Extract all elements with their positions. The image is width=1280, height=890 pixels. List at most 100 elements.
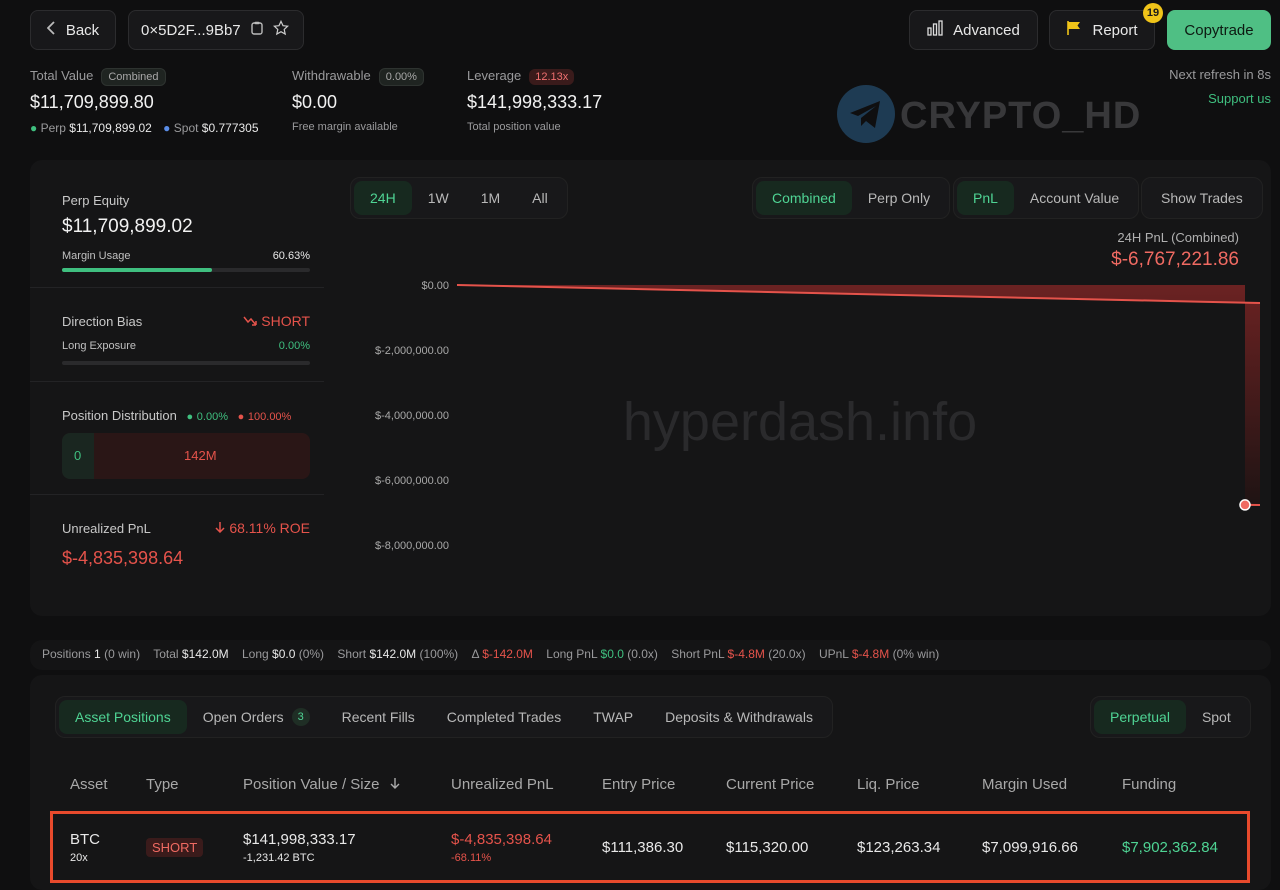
row-position-value: $141,998,333.17	[243, 831, 356, 848]
star-icon[interactable]	[272, 19, 289, 40]
tab-deposits-withdrawals[interactable]: Deposits & Withdrawals	[665, 709, 813, 725]
y-tick-label: $-4,000,000.00	[375, 410, 449, 422]
margin-usage-fill	[62, 268, 213, 272]
y-tick-label: $-8,000,000.00	[375, 540, 449, 552]
col-unrealized-pnl[interactable]: Unrealized PnL	[451, 776, 554, 793]
row-unrealized-pct: -68.11%	[451, 852, 492, 864]
leverage-sub: Total position value	[467, 121, 561, 133]
perp-spot-breakdown: ● Perp $11,709,899.02 ● Spot $0.777305	[30, 121, 259, 135]
tab-completed-trades[interactable]: Completed Trades	[446, 709, 562, 725]
arrow-down-icon	[215, 520, 225, 536]
copy-icon[interactable]	[250, 21, 263, 39]
report-button[interactable]: Report	[1049, 10, 1155, 50]
crypto-hd-watermark: CRYPTO_HD	[836, 84, 1141, 149]
y-tick-label: $-6,000,000.00	[375, 475, 449, 487]
back-button[interactable]: Back	[30, 10, 116, 50]
direction-bias-label: Direction Bias	[62, 314, 143, 329]
tab-combined[interactable]: Combined	[756, 181, 852, 215]
row-funding: $7,902,362.84	[1122, 839, 1218, 856]
flag-icon	[1066, 20, 1082, 40]
leverage-label: Leverage 12.13x	[467, 68, 575, 85]
withdrawable-label: Withdrawable 0.00%	[292, 68, 424, 86]
col-asset[interactable]: Asset	[70, 776, 108, 793]
metric-tabs: PnL Account Value	[953, 177, 1140, 219]
refresh-text: Next refresh in 8s	[1169, 67, 1271, 82]
tab-recent-fills[interactable]: Recent Fills	[341, 709, 415, 725]
copytrade-button[interactable]: Copytrade	[1167, 10, 1271, 50]
long-exposure-value: 0.00%	[278, 340, 310, 352]
range-tabs: 24H 1W 1M All	[350, 177, 568, 219]
table-tabs: Asset Positions Open Orders 3 Recent Fil…	[55, 696, 833, 738]
col-liq-price[interactable]: Liq. Price	[857, 776, 920, 793]
dist-long-value: 0	[74, 448, 82, 463]
advanced-label: Advanced	[953, 21, 1020, 39]
unrealized-pnl-value: $-4,835,398.64	[62, 548, 184, 568]
total-value: $11,709,899.80	[30, 92, 154, 112]
col-entry-price[interactable]: Entry Price	[602, 776, 676, 793]
overview-panel	[30, 160, 1271, 616]
report-count-badge: 19	[1143, 3, 1163, 23]
tab-perpetual[interactable]: Perpetual	[1094, 700, 1186, 734]
row-margin-used: $7,099,916.66	[982, 839, 1078, 856]
row-size: -1,231.42 BTC	[243, 852, 315, 864]
total-value-label: Total Value Combined	[30, 68, 166, 86]
withdrawable-value: $0.00	[292, 92, 338, 112]
chevron-left-icon	[46, 21, 56, 39]
row-entry-price: $111,386.30	[602, 839, 684, 856]
tab-24h[interactable]: 24H	[354, 181, 412, 215]
tab-spot[interactable]: Spot	[1201, 709, 1231, 725]
tab-perp-only[interactable]: Perp Only	[867, 190, 931, 206]
row-liq-price: $123,263.34	[857, 839, 941, 856]
trend-down-icon	[243, 313, 258, 329]
tab-open-orders[interactable]: Open Orders 3	[187, 700, 326, 734]
row-unrealized-pnl: $-4,835,398.64	[451, 831, 552, 848]
hyperdash-watermark: hyperdash.info	[623, 392, 977, 452]
divider	[30, 381, 324, 382]
tab-1w[interactable]: 1W	[427, 190, 449, 206]
perp-equity-label: Perp Equity	[62, 193, 130, 208]
row-asset[interactable]: BTC	[70, 831, 100, 848]
back-label: Back	[65, 21, 100, 39]
tab-all[interactable]: All	[532, 190, 548, 206]
col-margin-used[interactable]: Margin Used	[982, 776, 1068, 793]
sort-down-icon	[390, 776, 400, 793]
y-tick-label: $-2,000,000.00	[375, 345, 449, 357]
position-distribution-label: Position Distribution ● 0.00% ● 100.00%	[62, 408, 292, 423]
wallet-address: 0×5D2F...9Bb7	[141, 21, 241, 39]
distribution-bar: 0 142M	[62, 433, 310, 479]
row-type-badge: SHORT	[146, 838, 204, 857]
col-type[interactable]: Type	[146, 776, 179, 793]
support-link[interactable]: Support us	[1208, 91, 1271, 106]
divider	[30, 494, 324, 495]
table-row[interactable]	[50, 811, 1250, 883]
pnl-chart: hyperdash.info $0.00 $-2,000,000.00 $-4,00…	[375, 280, 1260, 552]
roe-value: 68.11% ROE	[200, 520, 310, 536]
tab-pnl[interactable]: PnL	[957, 181, 1014, 215]
y-tick-label: $0.00	[421, 280, 449, 292]
show-trades-button[interactable]: Show Trades	[1161, 190, 1243, 206]
tab-1m[interactable]: 1M	[480, 190, 501, 206]
row-current-price: $115,320.00	[726, 839, 809, 856]
show-trades-toggle: Show Trades	[1141, 177, 1263, 219]
report-label: Report	[1092, 21, 1138, 39]
telegram-icon	[836, 84, 896, 149]
direction-bias-value: SHORT	[230, 313, 310, 329]
positions-stats: Positions 1 (0 win) Total $142.0M Long $…	[42, 647, 940, 661]
mode-tabs: Combined Perp Only	[752, 177, 951, 219]
address-box: 0×5D2F...9Bb7	[128, 10, 304, 50]
stats-bar	[30, 640, 1271, 670]
dist-short-value: 142M	[184, 448, 217, 463]
unrealized-pnl-label: Unrealized PnL	[62, 521, 151, 536]
tab-asset-positions[interactable]: Asset Positions	[59, 700, 187, 734]
advanced-button[interactable]: Advanced	[909, 10, 1038, 50]
long-exposure-label: Long Exposure	[62, 340, 136, 352]
col-current-price[interactable]: Current Price	[726, 776, 815, 793]
col-position-value[interactable]: Position Value / Size	[243, 776, 400, 793]
long-exposure-track	[62, 361, 310, 365]
tab-account-value[interactable]: Account Value	[1029, 190, 1120, 206]
chart-title: 24H PnL (Combined)	[1117, 230, 1239, 245]
chart-value: $-6,767,221.86	[1111, 249, 1239, 270]
col-funding[interactable]: Funding	[1122, 776, 1177, 793]
margin-usage-label: Margin Usage	[62, 250, 131, 262]
tab-twap[interactable]: TWAP	[593, 709, 634, 725]
